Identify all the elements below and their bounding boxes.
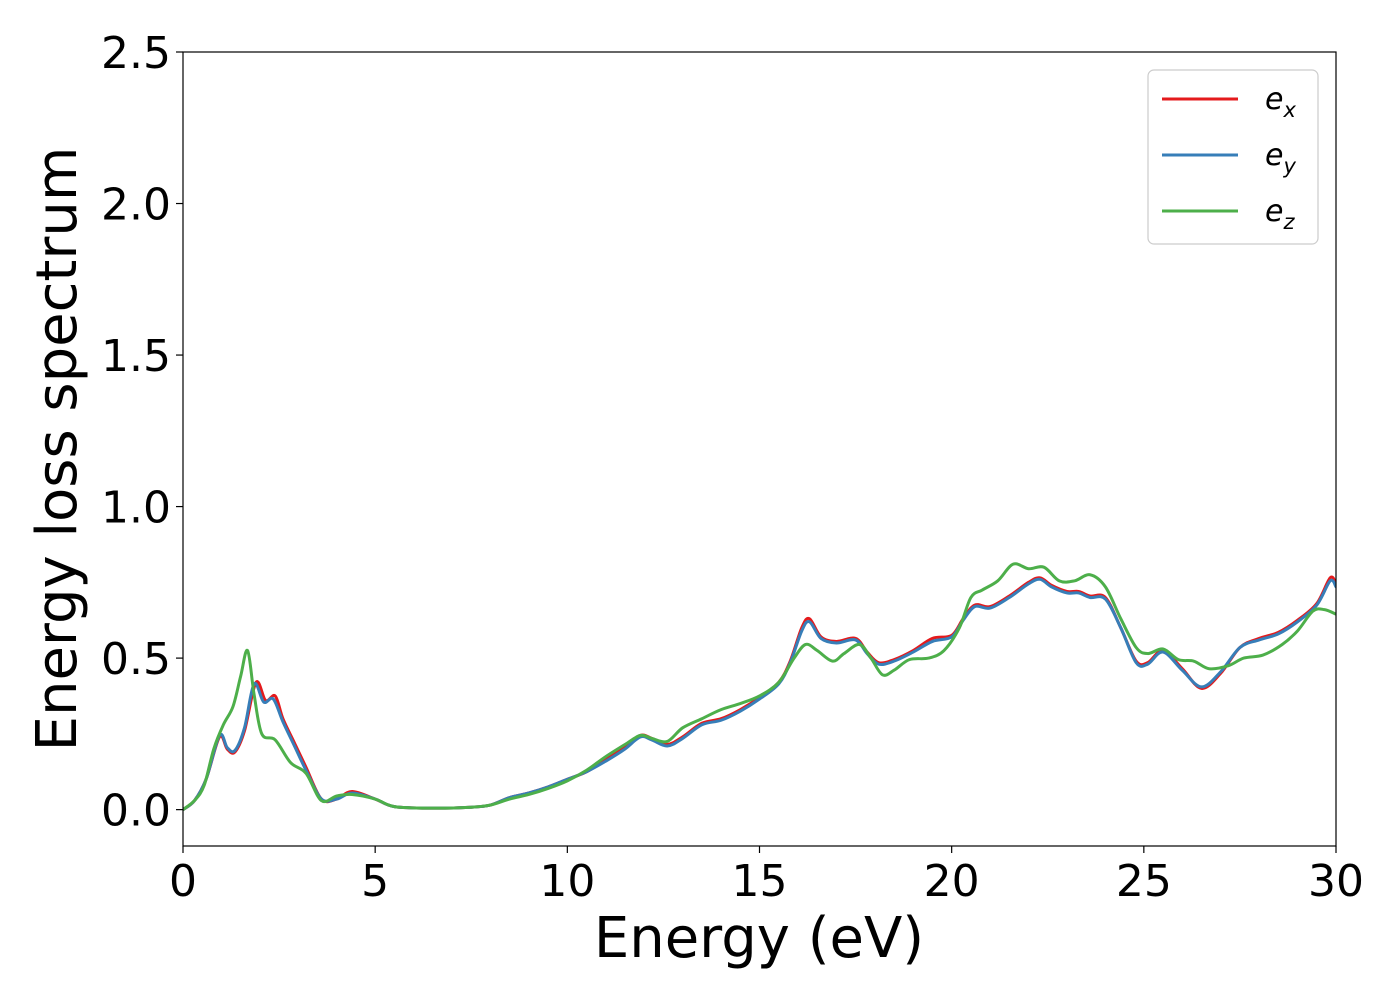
- y-tick-label: 0.5: [101, 634, 171, 685]
- x-tick-label: 0: [169, 856, 197, 907]
- y-tick-label: 1.5: [101, 331, 171, 382]
- y-tick-label: 2.5: [101, 28, 171, 79]
- legend-label-e-x: ex: [1265, 82, 1296, 122]
- legend: ex ey ez: [1147, 69, 1319, 245]
- x-tick-label: 30: [1308, 856, 1364, 907]
- legend-box: [1147, 69, 1319, 245]
- y-axis-ticks: 0.0 0.5 1.0 1.5 2.0 2.5: [101, 28, 183, 837]
- y-tick-label: 1.0: [101, 483, 171, 534]
- x-axis-label: Energy (eV): [594, 906, 924, 971]
- x-axis-ticks: 0 5 10 15 20 25 30: [169, 846, 1364, 907]
- y-tick-label: 2.0: [101, 180, 171, 231]
- x-tick-label: 5: [361, 856, 389, 907]
- y-axis-label: Energy loss spectrum: [25, 147, 90, 752]
- x-tick-label: 15: [732, 856, 788, 907]
- series-line-e-z: [183, 562, 1336, 812]
- x-tick-label: 25: [1116, 856, 1172, 907]
- x-tick-label: 10: [539, 856, 595, 907]
- x-tick-label: 20: [924, 856, 980, 907]
- y-tick-label: 0.0: [101, 786, 171, 837]
- legend-label-e-z: ez: [1265, 194, 1295, 234]
- series-lines: [183, 562, 1336, 812]
- legend-label-e-y: ey: [1265, 138, 1296, 178]
